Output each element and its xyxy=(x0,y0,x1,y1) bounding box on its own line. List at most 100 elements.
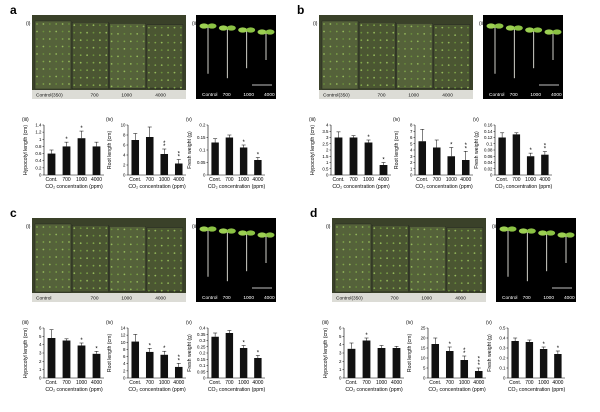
seedling-dot xyxy=(480,259,482,262)
seedling-dot xyxy=(329,53,332,55)
bar xyxy=(47,153,56,175)
seedling-dot xyxy=(429,55,432,58)
bar xyxy=(174,163,183,175)
seedling-dot xyxy=(373,24,375,27)
x-tick-label: Cont. xyxy=(46,177,58,183)
seedling-dot xyxy=(160,79,163,81)
seedling-dot xyxy=(86,54,88,57)
seedling-dot xyxy=(448,289,450,292)
seedling-dot xyxy=(410,266,413,268)
seedling-dot xyxy=(379,61,382,64)
seedling-dot xyxy=(342,286,345,288)
seedling-dot xyxy=(180,34,182,36)
seedling-dot xyxy=(368,286,370,288)
y-tick-label: 8 xyxy=(123,347,126,352)
seedling-dot xyxy=(73,257,76,260)
seedling-dot xyxy=(110,288,113,291)
seedling-dot xyxy=(454,267,457,269)
seedling-dot xyxy=(42,263,45,266)
cotyledon xyxy=(525,27,535,33)
seedling-dot xyxy=(447,34,450,36)
seedling-dot xyxy=(348,68,351,70)
seedling-dot xyxy=(61,38,64,40)
seedling-dot xyxy=(167,289,170,292)
seedling-dot xyxy=(379,76,382,79)
y-tick-label: 4 xyxy=(123,153,126,158)
seedling-dot xyxy=(366,24,369,27)
seedling-dot xyxy=(448,267,450,269)
seedling-dot xyxy=(99,234,101,237)
y-tick-label: 3 xyxy=(410,154,413,159)
cotyledon xyxy=(218,228,228,234)
photo-label: 700 xyxy=(378,93,386,99)
y-tick-label: 1 xyxy=(339,367,342,372)
seedling-dot xyxy=(61,233,64,236)
seedling-dot xyxy=(397,78,400,80)
seedling-dot xyxy=(429,273,432,276)
x-tick-label: 4000 xyxy=(391,380,402,386)
seedling-dot xyxy=(154,56,157,59)
seedling-dot xyxy=(386,69,388,72)
seedling-dot xyxy=(329,60,332,63)
bar xyxy=(160,354,169,378)
x-tick-label: 700 xyxy=(349,177,358,183)
seedling-dot xyxy=(361,241,364,243)
bar xyxy=(211,142,219,175)
seedling-dot xyxy=(348,23,351,25)
seedling-dot xyxy=(180,56,182,59)
chart-sub-label: (iv) xyxy=(393,117,400,123)
seedling-dot xyxy=(42,256,45,258)
y-tick-label: 15 xyxy=(421,346,426,351)
seedling-dot xyxy=(342,30,345,33)
seedling-dot xyxy=(342,60,345,63)
seedling-dot xyxy=(99,24,101,27)
seedling-dot xyxy=(180,64,182,66)
seedling-dot xyxy=(435,49,437,51)
seedling-dot xyxy=(467,252,469,254)
photo-label: 1000 xyxy=(421,296,432,302)
seedling-tray xyxy=(109,23,146,89)
seedling-dot xyxy=(379,242,382,245)
seedling-dot xyxy=(48,263,51,266)
seedling-dot xyxy=(423,243,426,246)
seedling-dot xyxy=(423,288,426,291)
seedling-dot xyxy=(447,26,450,29)
seedling-dot xyxy=(36,53,38,55)
seedling-dot xyxy=(342,263,345,266)
seedling-dot xyxy=(336,278,338,281)
seedling-dot xyxy=(361,271,364,273)
seedling-dot xyxy=(410,78,413,80)
seedling-tray xyxy=(34,20,72,90)
seedling-dot xyxy=(355,83,357,85)
seedling-dot xyxy=(342,75,345,78)
seedling-dot xyxy=(123,228,126,231)
y-tick-label: 0 xyxy=(339,376,342,381)
seedling-dot xyxy=(92,61,95,64)
seedling-dot xyxy=(92,54,95,57)
y-tick-label: 6 xyxy=(39,326,42,331)
seedling-dot xyxy=(173,86,176,89)
photo-label: 4000 xyxy=(455,296,466,302)
seedling-dot xyxy=(105,24,108,27)
photo-sub-label: (i) xyxy=(326,224,331,230)
seedling-dot xyxy=(123,251,126,253)
significance-star: * xyxy=(463,348,466,354)
significance-star: * xyxy=(542,342,545,348)
seedling-dot xyxy=(448,259,450,262)
seedling-dot xyxy=(386,31,388,34)
seedling-dot xyxy=(397,55,400,58)
seedling-dot xyxy=(148,274,150,277)
y-tick-label: 0.15 xyxy=(197,135,206,140)
seedling-dot xyxy=(342,38,345,40)
x-tick-label: 1000 xyxy=(538,380,549,386)
seedling-dot xyxy=(454,64,456,66)
seedling-dot xyxy=(399,264,401,267)
seedling-dot xyxy=(417,236,419,238)
seedling-dot xyxy=(48,248,51,251)
seedling-dot xyxy=(373,242,376,245)
seedling-dot xyxy=(55,263,58,266)
y-tick-label: 2.5 xyxy=(322,141,329,146)
seedling-dot xyxy=(160,34,163,36)
seedling-dot xyxy=(167,86,170,89)
cotyledon xyxy=(505,25,515,31)
